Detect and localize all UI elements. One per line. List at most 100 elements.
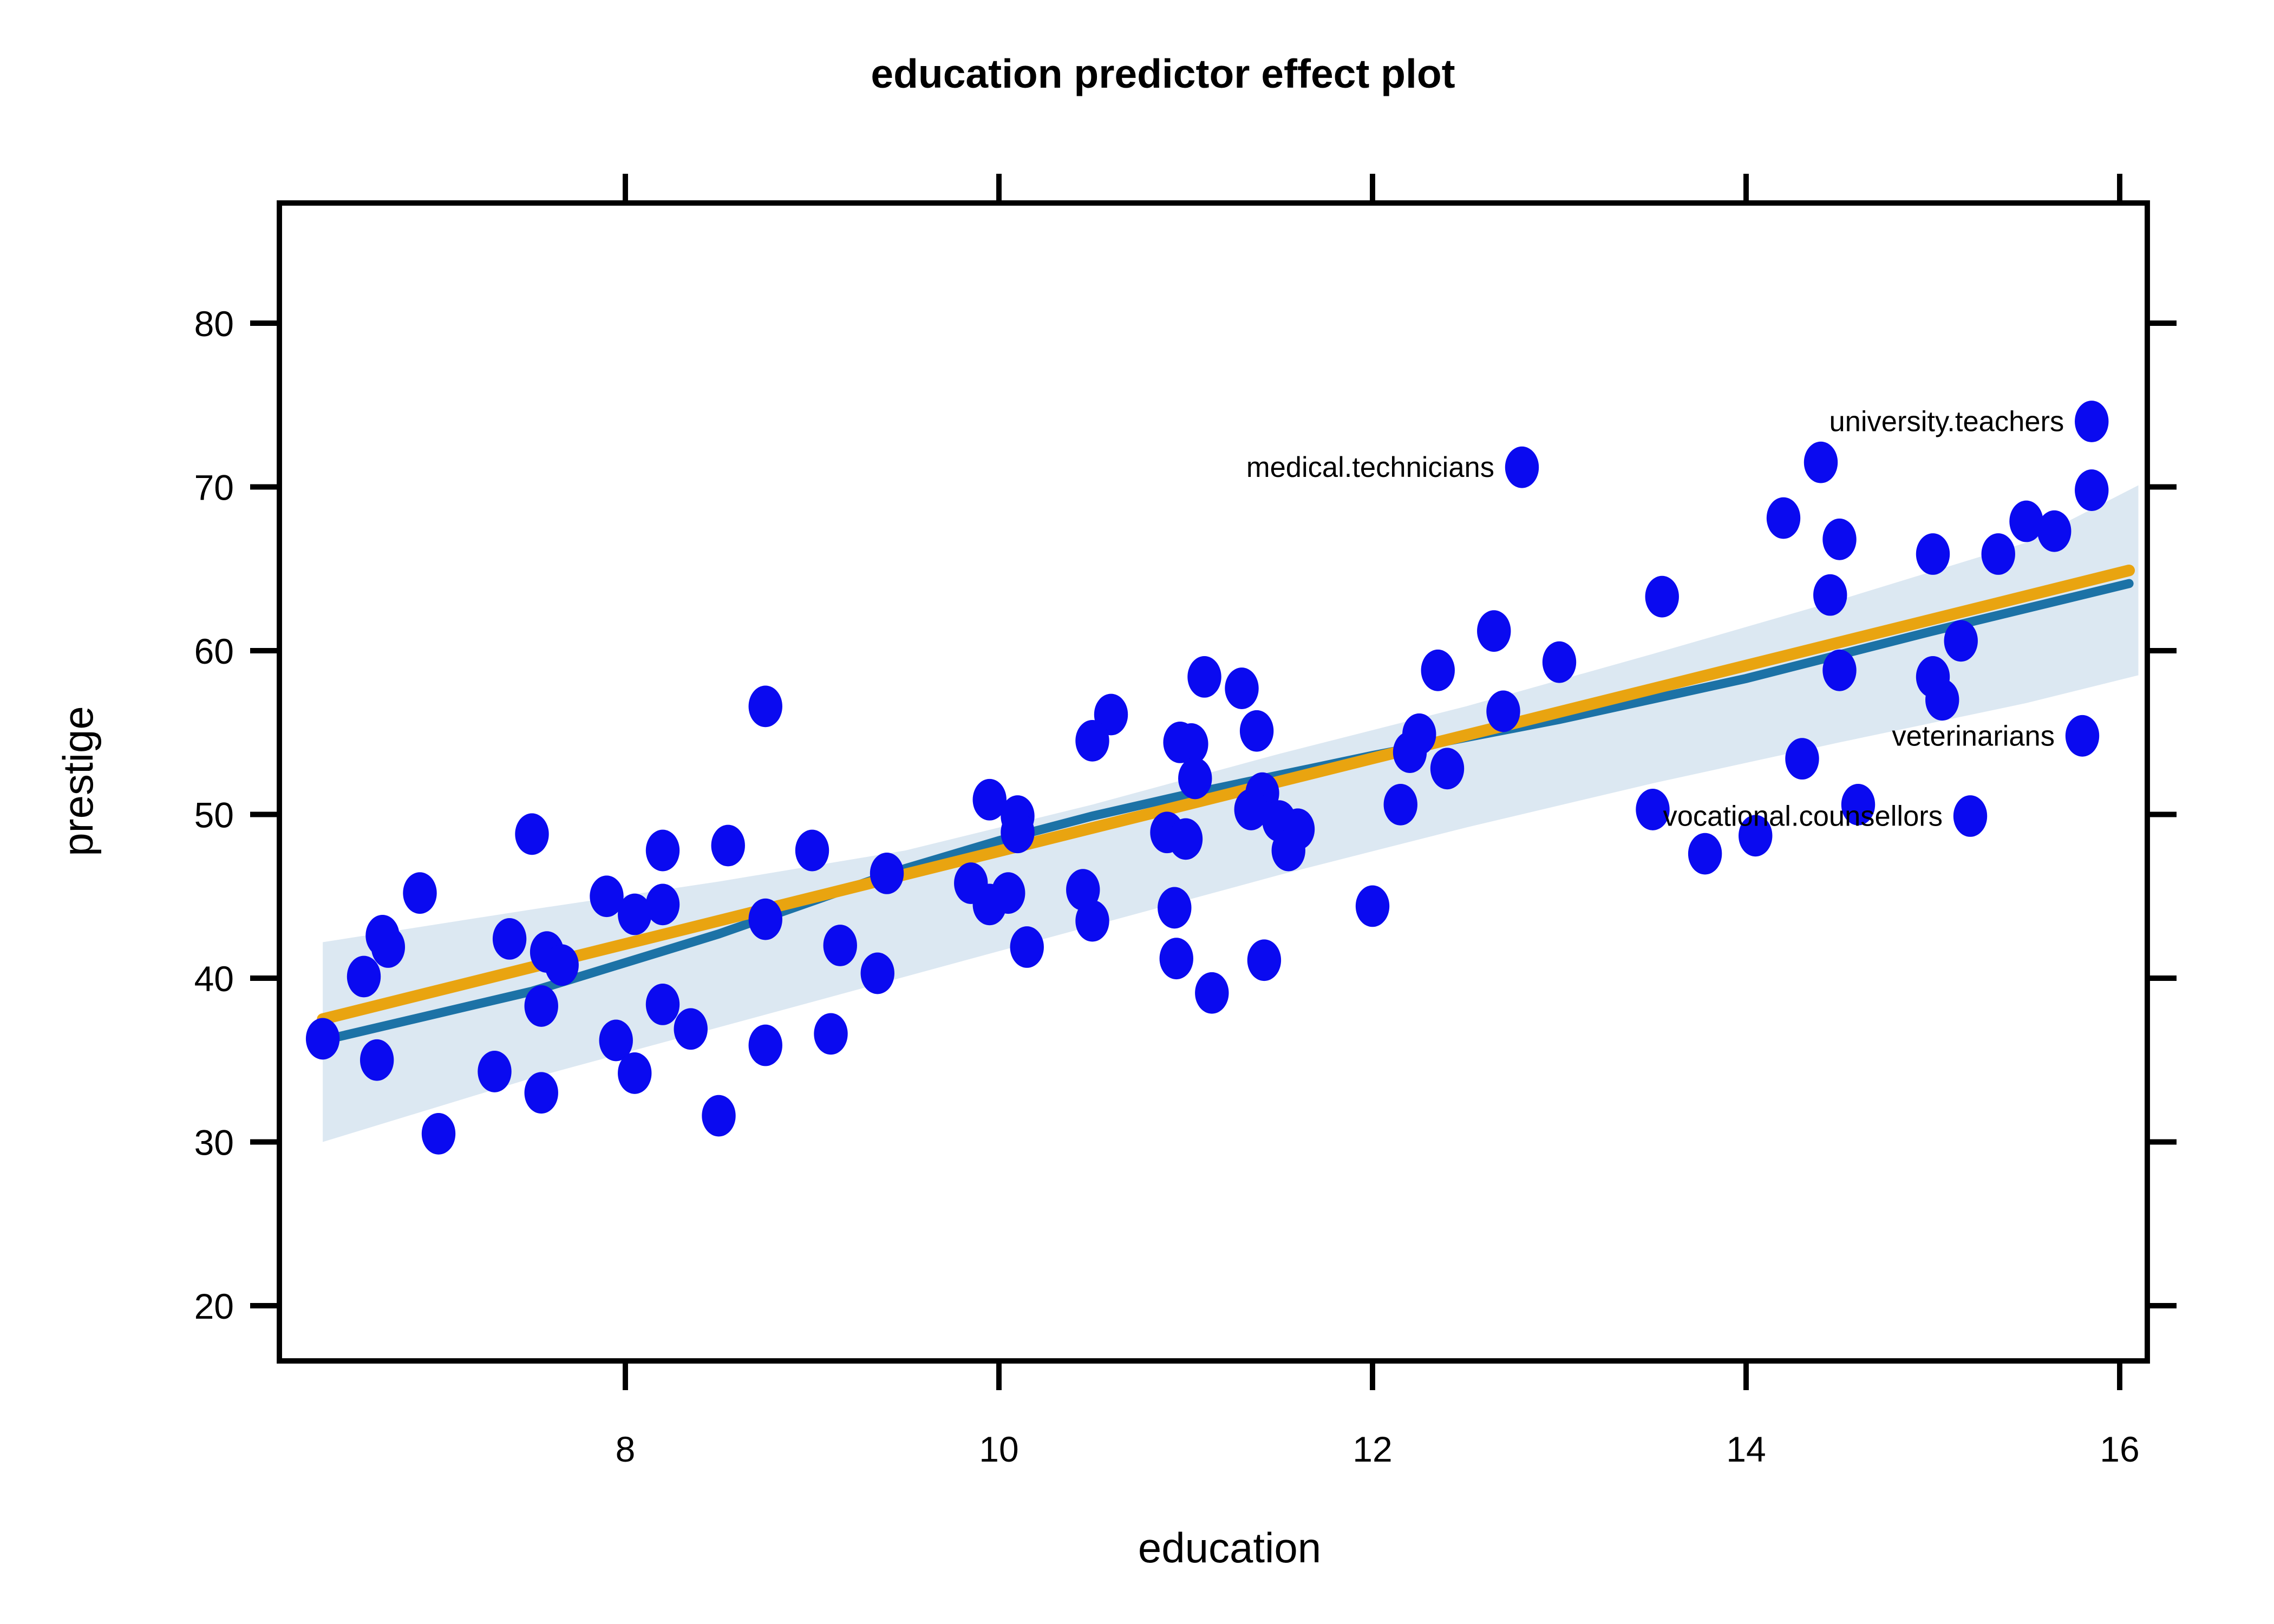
labeled-data-point <box>2065 715 2100 757</box>
data-point <box>1636 789 1670 830</box>
y-tick-label: 70 <box>194 468 234 508</box>
data-point <box>1542 641 1577 683</box>
data-point <box>1430 748 1465 790</box>
data-point <box>2075 469 2109 511</box>
x-tick-label: 10 <box>979 1429 1018 1469</box>
data-point <box>1688 833 1722 875</box>
data-point <box>1159 938 1193 980</box>
data-point <box>1195 972 1229 1014</box>
data-point <box>711 824 745 867</box>
point-label: medical.technicians <box>1246 451 1494 483</box>
data-point <box>1486 690 1520 732</box>
data-point <box>360 1039 394 1081</box>
data-point <box>972 778 1007 821</box>
plot-title: education predictor effect plot <box>871 51 1455 96</box>
data-point <box>645 883 680 926</box>
data-point <box>599 1019 633 1062</box>
data-point <box>1803 441 1838 483</box>
data-point <box>814 1013 848 1055</box>
data-point <box>1001 811 1035 854</box>
data-point <box>1916 656 1950 698</box>
data-point <box>645 984 680 1025</box>
y-tick-label: 30 <box>194 1123 234 1163</box>
data-point <box>524 1072 558 1114</box>
x-tick-label: 14 <box>1726 1429 1766 1469</box>
data-point <box>2037 510 2072 552</box>
data-point <box>1383 783 1417 826</box>
y-tick-label: 60 <box>194 631 234 671</box>
data-point <box>870 853 904 894</box>
confidence-band-layer <box>323 485 2139 1142</box>
data-point <box>1916 533 1950 575</box>
data-point <box>674 1008 708 1050</box>
data-point <box>702 1095 736 1137</box>
data-point <box>795 829 829 872</box>
data-point <box>492 918 527 960</box>
y-tick-label: 80 <box>194 304 234 344</box>
data-point <box>1393 731 1427 773</box>
data-point <box>748 685 782 728</box>
data-point <box>1178 757 1212 800</box>
scatter-points-layer <box>305 401 2109 1155</box>
data-point <box>347 955 381 998</box>
data-point <box>403 872 437 914</box>
data-point <box>1174 723 1208 765</box>
data-point <box>1766 497 1801 539</box>
y-tick-label: 20 <box>194 1286 234 1326</box>
data-point <box>1785 738 1819 780</box>
data-point <box>515 813 549 855</box>
point-label: vocational.counsellors <box>1663 801 1943 833</box>
data-point <box>1271 829 1305 872</box>
y-tick-label: 50 <box>194 795 234 835</box>
data-point <box>1234 789 1268 830</box>
data-point <box>545 944 579 986</box>
labeled-data-point <box>1953 795 1988 837</box>
data-point <box>1158 887 1192 929</box>
data-point <box>524 985 558 1027</box>
data-point <box>1247 939 1282 981</box>
data-point <box>1010 926 1044 968</box>
fit-line <box>317 564 2135 1025</box>
data-point <box>1944 620 1978 662</box>
data-point <box>1421 649 1455 691</box>
data-point <box>1813 574 1847 616</box>
data-point <box>748 898 782 940</box>
data-point <box>590 875 624 918</box>
x-tick-label: 16 <box>2100 1429 2139 1469</box>
y-tick-label: 40 <box>194 959 234 999</box>
labeled-data-point <box>1505 446 1539 488</box>
data-point <box>860 952 894 994</box>
data-point <box>371 926 406 968</box>
data-point <box>2009 500 2043 542</box>
axes-layer: 8 10 12 14 16 20 30 40 50 60 70 80 <box>194 174 2177 1469</box>
labeled-data-point <box>2075 401 2109 442</box>
point-label: veterinarians <box>1892 720 2055 752</box>
data-point <box>1739 815 1773 857</box>
data-point <box>478 1051 512 1092</box>
data-point <box>305 1018 340 1060</box>
data-point <box>1645 575 1679 618</box>
data-point <box>1841 783 1876 826</box>
data-point <box>1239 710 1274 752</box>
plot-box <box>277 200 2150 1364</box>
y-axis-title: prestige <box>54 706 102 856</box>
data-point <box>421 1112 456 1155</box>
data-point <box>1981 533 2015 575</box>
data-point <box>1075 900 1109 942</box>
data-point <box>1822 518 1857 560</box>
data-point <box>972 883 1007 926</box>
confidence-band <box>323 485 2139 1142</box>
data-point <box>618 893 652 935</box>
data-point <box>1187 656 1221 698</box>
data-point <box>1477 610 1511 652</box>
x-axis-title: education <box>1138 1524 1321 1571</box>
data-point <box>1822 649 1857 691</box>
data-point <box>1168 818 1203 860</box>
data-point <box>618 1052 652 1094</box>
point-labels-layer: medical.technicians university.teachers ve… <box>1246 406 2064 833</box>
data-point <box>1075 719 1109 762</box>
x-tick-label: 12 <box>1352 1429 1392 1469</box>
data-point <box>823 925 857 966</box>
x-tick-label: 8 <box>616 1429 636 1469</box>
